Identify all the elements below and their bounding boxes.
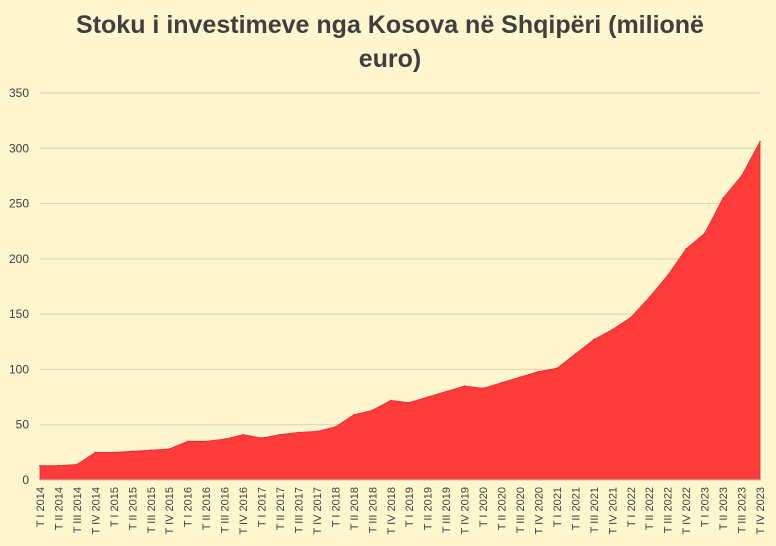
- data-point: [39, 464, 41, 467]
- x-tick-label: T I 2014: [35, 487, 47, 527]
- x-tick-label: T I 2022: [626, 487, 638, 527]
- chart-title: Stoku i investimeve nga Kosova në Shqipë…: [76, 11, 704, 73]
- data-point: [593, 338, 595, 341]
- x-tick-label: T II 2021: [570, 487, 582, 530]
- y-tick-label: 50: [16, 418, 30, 432]
- data-point: [316, 430, 318, 433]
- x-tick-label: T III 2017: [293, 487, 305, 533]
- x-tick-label: T III 2021: [589, 487, 601, 533]
- area-series: [39, 141, 761, 481]
- data-point: [279, 433, 281, 436]
- data-point: [334, 426, 337, 428]
- x-tick-label: T IV 2018: [386, 487, 398, 535]
- x-tick-label: T III 2018: [367, 487, 379, 533]
- x-tick-label: T II 2023: [718, 487, 730, 530]
- data-point: [445, 390, 447, 393]
- data-point: [186, 440, 189, 443]
- data-point: [408, 401, 411, 404]
- data-point: [611, 328, 614, 331]
- x-tick-label: T III 2020: [515, 487, 527, 533]
- data-point: [556, 367, 558, 370]
- data-point: [297, 431, 300, 434]
- data-point: [205, 440, 207, 443]
- x-tick-label: T II 2022: [644, 487, 656, 530]
- data-point: [685, 248, 687, 250]
- data-point: [223, 438, 226, 440]
- data-point: [168, 448, 171, 450]
- data-point: [57, 464, 60, 467]
- x-tick-label: T III 2023: [737, 487, 749, 533]
- data-point: [353, 413, 355, 416]
- x-tick-label: T III 2022: [663, 487, 675, 533]
- data-point: [389, 399, 392, 402]
- x-tick-label: T II 2016: [201, 487, 213, 530]
- x-tick-label: T II 2020: [497, 487, 509, 530]
- y-tick-label: 0: [22, 473, 29, 487]
- x-tick-label: T II 2019: [423, 487, 435, 530]
- x-tick-label: T I 2017: [257, 487, 269, 527]
- x-tick-label: T IV 2015: [164, 487, 176, 535]
- data-point: [371, 409, 374, 412]
- data-point: [648, 296, 651, 299]
- x-tick-label: T III 2014: [72, 487, 84, 533]
- data-point: [740, 175, 743, 177]
- x-tick-label: T IV 2020: [533, 487, 545, 535]
- data-point: [463, 385, 466, 387]
- x-tick-label: T III 2019: [441, 487, 453, 533]
- y-tick-label: 350: [9, 86, 29, 100]
- y-tick-label: 150: [9, 307, 29, 321]
- y-tick-label: 200: [9, 252, 29, 266]
- data-point: [703, 232, 706, 235]
- x-tick-label: T IV 2017: [312, 487, 324, 535]
- data-point: [722, 197, 724, 199]
- data-point: [482, 387, 484, 390]
- y-tick-label: 300: [9, 141, 29, 155]
- y-tick-label: 100: [9, 362, 29, 376]
- x-tick-label: T II 2015: [127, 487, 139, 530]
- x-tick-label: T I 2019: [404, 487, 416, 527]
- data-point: [666, 274, 669, 277]
- x-tick-label: T I 2021: [552, 487, 564, 527]
- data-point: [131, 450, 134, 453]
- x-tick-label: T III 2016: [220, 487, 232, 533]
- data-point: [94, 451, 97, 454]
- x-tick-label: T I 2018: [330, 487, 342, 527]
- data-point: [519, 376, 521, 378]
- x-tick-label: T IV 2019: [460, 487, 472, 535]
- x-tick-label: T IV 2016: [238, 487, 250, 535]
- data-point: [759, 140, 761, 143]
- x-tick-label: T IV 2021: [607, 487, 619, 535]
- x-tick-label: T I 2023: [700, 487, 712, 527]
- data-point: [76, 463, 78, 466]
- x-tick-label: T IV 2023: [755, 487, 767, 535]
- data-point: [260, 437, 263, 439]
- x-tick-label: T I 2020: [478, 487, 490, 527]
- data-point: [500, 381, 503, 384]
- x-tick-label: T IV 2022: [681, 487, 693, 535]
- x-tick-label: T II 2018: [349, 487, 361, 530]
- x-tick-label: T II 2017: [275, 487, 287, 530]
- x-tick-label: T III 2015: [146, 487, 158, 533]
- data-point: [242, 433, 244, 436]
- data-point: [426, 396, 429, 398]
- x-tick-label: T II 2014: [53, 487, 65, 530]
- y-tick-label: 250: [9, 197, 29, 211]
- data-point: [574, 353, 577, 355]
- data-point: [629, 316, 632, 319]
- data-point: [113, 451, 115, 454]
- data-point: [149, 449, 152, 451]
- x-tick-label: T I 2015: [109, 487, 121, 527]
- x-tick-label: T I 2016: [183, 487, 195, 527]
- data-point: [537, 370, 540, 373]
- x-tick-label: T IV 2014: [90, 487, 102, 535]
